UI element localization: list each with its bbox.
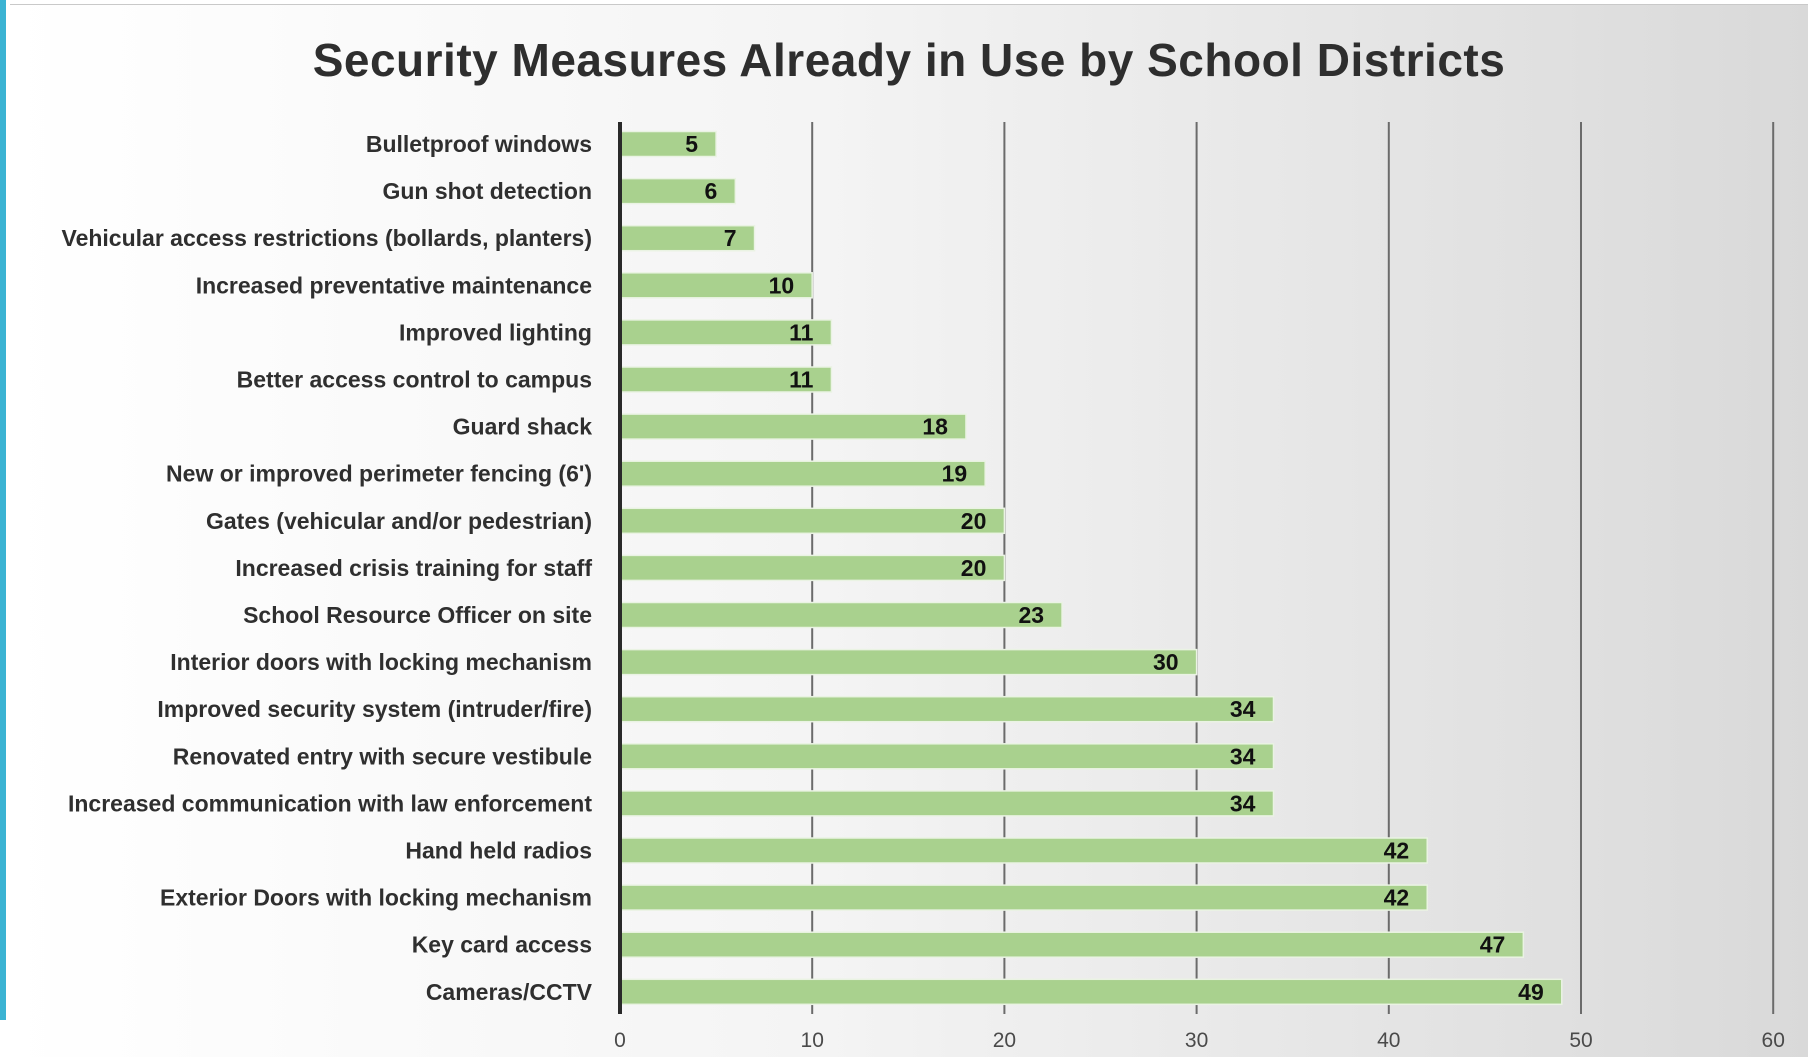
- value-label: 47: [1480, 932, 1506, 958]
- category-label: Increased preventative maintenance: [196, 272, 592, 298]
- category-label: Increased crisis training for staff: [235, 555, 592, 581]
- category-label: Hand held radios: [405, 838, 592, 864]
- bar-renovated-entry-with-secure-vestibule: [619, 743, 1275, 770]
- bar-vehicular-access-restrictions-bollards-planters: [619, 224, 756, 252]
- bar-exterior-doors-with-locking-mechanism: [619, 884, 1428, 911]
- category-label: Improved lighting: [399, 319, 592, 345]
- bar-gun-shot-detection: [619, 177, 737, 205]
- category-label: Improved security system (intruder/fire): [157, 696, 592, 722]
- category-label: Vehicular access restrictions (bollards,…: [62, 225, 593, 251]
- bar-guard-shack: [619, 413, 967, 440]
- chart-title: Security Measures Already in Use by Scho…: [312, 34, 1506, 86]
- x-axis-ticks: 0 10 20 30 40 50 60: [614, 1029, 1785, 1052]
- bar-increased-crisis-training-for-staff: [619, 554, 1006, 582]
- category-label: Gates (vehicular and/or pedestrian): [206, 508, 592, 534]
- bar-gates-vehicular-and-or-pedestrian: [619, 507, 1006, 535]
- value-label: 23: [1018, 602, 1044, 628]
- bar-key-card-access: [619, 931, 1525, 958]
- value-label: 11: [789, 319, 814, 345]
- category-label: Exterior Doors with locking mechanism: [160, 885, 592, 911]
- x-tick-label: 10: [801, 1029, 824, 1052]
- bar-cameras-cctv: [619, 978, 1563, 1006]
- bar-new-or-improved-perimeter-fencing-6: [619, 460, 986, 487]
- value-label: 34: [1230, 743, 1256, 769]
- value-label: 20: [961, 555, 987, 581]
- value-label: 7: [724, 225, 737, 251]
- gridlines: [811, 122, 1775, 1014]
- value-label: 34: [1230, 790, 1256, 816]
- category-label: Key card access: [412, 932, 592, 958]
- category-label: Guard shack: [453, 414, 593, 440]
- category-label: Increased communication with law enforce…: [68, 790, 592, 816]
- category-label: Cameras/CCTV: [426, 979, 593, 1005]
- slide-accent-bar: [0, 0, 6, 1020]
- category-label: Renovated entry with secure vestibule: [173, 743, 592, 769]
- category-label: School Resource Officer on site: [243, 602, 592, 628]
- value-label: 10: [769, 272, 795, 298]
- value-label: 18: [922, 414, 948, 440]
- category-label: Better access control to campus: [237, 367, 592, 393]
- value-label: 42: [1384, 885, 1410, 911]
- category-label: New or improved perimeter fencing (6'): [166, 461, 592, 487]
- bar-interior-doors-with-locking-mechanism: [619, 648, 1198, 676]
- x-tick-label: 50: [1569, 1029, 1592, 1052]
- value-label: 49: [1518, 979, 1544, 1005]
- value-label: 6: [705, 178, 718, 204]
- bar-hand-held-radios: [619, 837, 1428, 864]
- bar-increased-communication-with-law-enforcement: [619, 790, 1275, 817]
- value-label: 19: [942, 461, 968, 487]
- x-tick-label: 30: [1185, 1029, 1208, 1052]
- value-label: 5: [685, 131, 698, 157]
- value-label: 34: [1230, 696, 1256, 722]
- x-tick-label: 60: [1762, 1029, 1785, 1052]
- x-tick-label: 0: [614, 1029, 626, 1052]
- bar-school-resource-officer-on-site: [619, 601, 1063, 629]
- category-label: Interior doors with locking mechanism: [170, 649, 592, 675]
- value-label: 11: [789, 367, 814, 393]
- bars: [619, 130, 1563, 1006]
- category-labels: Bulletproof windows Gun shot detection Veh…: [62, 131, 593, 1005]
- value-label: 42: [1384, 838, 1410, 864]
- value-label: 20: [961, 508, 987, 534]
- value-labels: 567 10 11 11 18 19 20 20 23 30 34 34 34 42 42 47 49: [685, 131, 1543, 1005]
- bar-improved-security-system-intruder-fire: [619, 695, 1275, 723]
- x-tick-label: 40: [1377, 1029, 1400, 1052]
- value-label: 30: [1153, 649, 1179, 675]
- category-label: Bulletproof windows: [366, 131, 592, 157]
- x-tick-label: 20: [993, 1029, 1016, 1052]
- bar-bulletproof-windows: [619, 130, 717, 158]
- category-label: Gun shot detection: [382, 178, 592, 204]
